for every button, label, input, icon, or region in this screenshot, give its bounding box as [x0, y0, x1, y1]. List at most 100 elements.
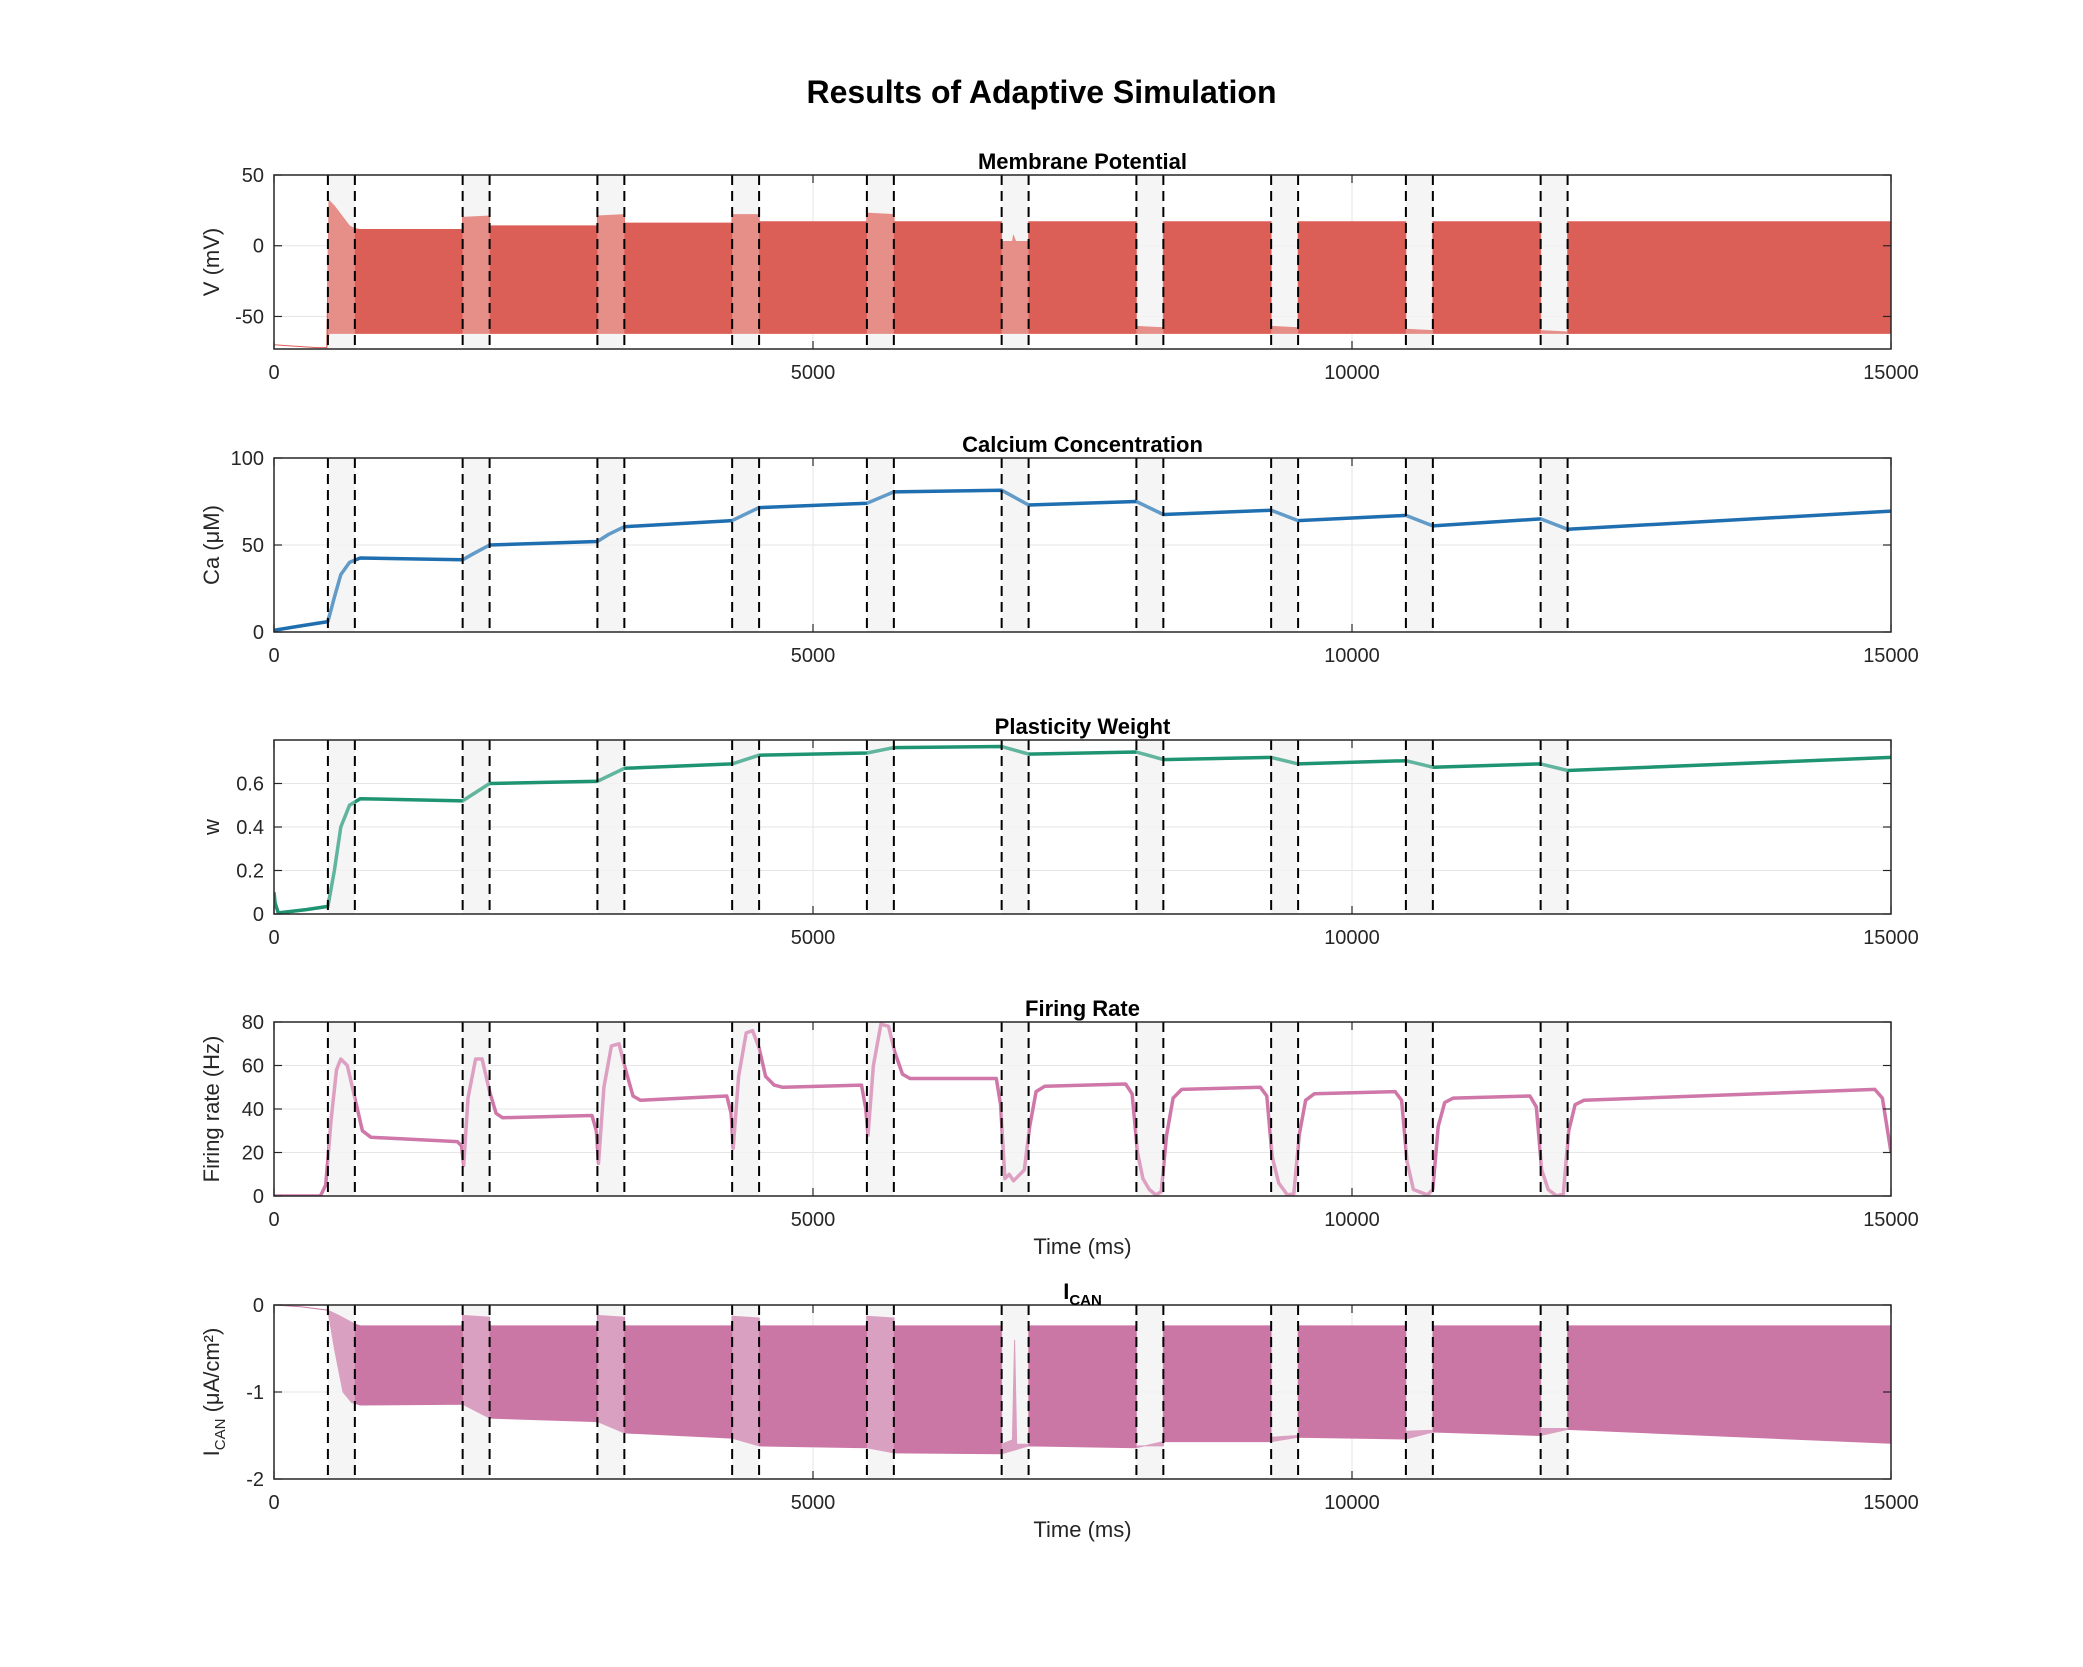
- y-tick-label: 0: [253, 236, 264, 258]
- x-tick-label: 15000: [1863, 1492, 1919, 1514]
- stimulus-fade: [1271, 458, 1298, 632]
- x-tick-label: 5000: [791, 1492, 836, 1514]
- stimulus-fade: [1136, 1022, 1163, 1196]
- y-tick-label: 0: [253, 1186, 264, 1208]
- x-tick-label: 5000: [791, 927, 836, 949]
- y-axis-label: V (mV): [199, 228, 224, 296]
- y-tick-label: 0: [253, 1295, 264, 1317]
- panel-title: Calcium Concentration: [962, 432, 1203, 457]
- y-axis-label: w: [199, 819, 224, 836]
- stimulus-fade: [1406, 458, 1433, 632]
- y-tick-label: 50: [242, 535, 264, 557]
- y-tick-label: 20: [242, 1143, 264, 1165]
- x-tick-label: 15000: [1863, 1209, 1919, 1231]
- y-tick-label: 0: [253, 904, 264, 926]
- panel-title: ICAN: [1063, 1279, 1102, 1309]
- y-tick-label: 50: [242, 165, 264, 187]
- stimulus-fade: [1002, 740, 1029, 914]
- stimulus-fade: [328, 1022, 355, 1196]
- panel-calcium: 0 5000 10000 15000 0 50 100 Calcium Concentrati…: [199, 432, 1919, 667]
- x-tick-label: 0: [268, 645, 279, 667]
- stimulus-fade: [867, 1022, 894, 1196]
- stimulus-fade: [463, 740, 490, 914]
- stimulus-fade: [1271, 1022, 1298, 1196]
- stimulus-fade: [1406, 1305, 1433, 1479]
- stimulus-fade: [463, 458, 490, 632]
- stimulus-fade: [1271, 1305, 1298, 1479]
- stimulus-fade: [597, 458, 624, 632]
- stimulus-fade: [463, 1305, 490, 1479]
- panel-title: Firing Rate: [1025, 996, 1140, 1021]
- stimulus-fade: [867, 1305, 894, 1479]
- stimulus-fade: [1541, 740, 1568, 914]
- x-tick-label: 5000: [791, 645, 836, 667]
- stimulus-fade: [597, 1305, 624, 1479]
- stimulus-fade: [867, 175, 894, 349]
- stimulus-fade: [597, 175, 624, 349]
- x-tick-label: 10000: [1324, 1492, 1380, 1514]
- stimulus-fade: [732, 1305, 759, 1479]
- stimulus-fade: [597, 740, 624, 914]
- stimulus-fade: [1136, 458, 1163, 632]
- y-tick-label: -2: [246, 1469, 264, 1491]
- stimulus-fade: [597, 1022, 624, 1196]
- stimulus-fade: [867, 458, 894, 632]
- stimulus-fade: [732, 740, 759, 914]
- y-axis-label: Ca (μM): [199, 505, 224, 585]
- y-tick-label: 80: [242, 1012, 264, 1034]
- y-tick-label: 100: [231, 448, 264, 470]
- stimulus-fade: [1002, 1022, 1029, 1196]
- stimulus-fade: [1002, 175, 1029, 349]
- panel-membrane: 0 5000 10000 15000 -50 0 50 Membrane Potential V…: [199, 149, 1919, 384]
- y-axis-label: ICAN (μA/cm²): [199, 1328, 229, 1457]
- panel-title: Membrane Potential: [978, 149, 1187, 174]
- stimulus-fade: [1136, 175, 1163, 349]
- stimulus-fade: [732, 1022, 759, 1196]
- x-tick-label: 15000: [1863, 927, 1919, 949]
- x-tick-label: 5000: [791, 1209, 836, 1231]
- y-tick-label: 0.4: [236, 817, 264, 839]
- stimulus-fade: [732, 175, 759, 349]
- y-tick-label: 40: [242, 1099, 264, 1121]
- y-tick-label: -50: [235, 306, 264, 328]
- x-tick-label: 0: [268, 1209, 279, 1231]
- x-axis-label: Time (ms): [1033, 1517, 1131, 1542]
- stimulus-fade: [1541, 175, 1568, 349]
- y-tick-label: 0.2: [236, 861, 264, 883]
- panel-title: Plasticity Weight: [995, 714, 1171, 739]
- stimulus-fade: [1541, 1305, 1568, 1479]
- stimulus-fade: [1541, 1022, 1568, 1196]
- stimulus-fade: [1406, 1022, 1433, 1196]
- x-tick-label: 10000: [1324, 1209, 1380, 1231]
- y-tick-label: -1: [246, 1382, 264, 1404]
- stimulus-fade: [328, 740, 355, 914]
- x-tick-label: 0: [268, 1492, 279, 1514]
- stimulus-fade: [328, 1305, 355, 1479]
- stimulus-fade: [463, 175, 490, 349]
- stimulus-fade: [1406, 740, 1433, 914]
- panel-weight: 0 5000 10000 15000 0 0.2 0.4 0.6 Plasticity Weig…: [199, 714, 1919, 949]
- x-tick-label: 10000: [1324, 362, 1380, 384]
- x-tick-label: 5000: [791, 362, 836, 384]
- stimulus-fade: [1136, 1305, 1163, 1479]
- x-tick-label: 10000: [1324, 645, 1380, 667]
- y-tick-label: 60: [242, 1056, 264, 1078]
- x-tick-label: 10000: [1324, 927, 1380, 949]
- stimulus-fade: [328, 458, 355, 632]
- y-axis-label: Firing rate (Hz): [199, 1036, 224, 1183]
- y-tick-label: 0: [253, 622, 264, 644]
- stimulus-fade: [867, 740, 894, 914]
- stimulus-fade: [463, 1022, 490, 1196]
- y-tick-label: 0.6: [236, 774, 264, 796]
- x-tick-label: 0: [268, 927, 279, 949]
- stimulus-fade: [1541, 458, 1568, 632]
- stimulus-fade: [1002, 458, 1029, 632]
- panel-rate: 0 5000 10000 15000 0 20 40 60 80 Firing Rate Time …: [199, 996, 1919, 1259]
- stimulus-fade: [328, 175, 355, 349]
- x-tick-label: 0: [268, 362, 279, 384]
- stimulus-fade: [1271, 740, 1298, 914]
- stimulus-fade: [1136, 740, 1163, 914]
- x-axis-label: Time (ms): [1033, 1234, 1131, 1259]
- x-tick-label: 15000: [1863, 362, 1919, 384]
